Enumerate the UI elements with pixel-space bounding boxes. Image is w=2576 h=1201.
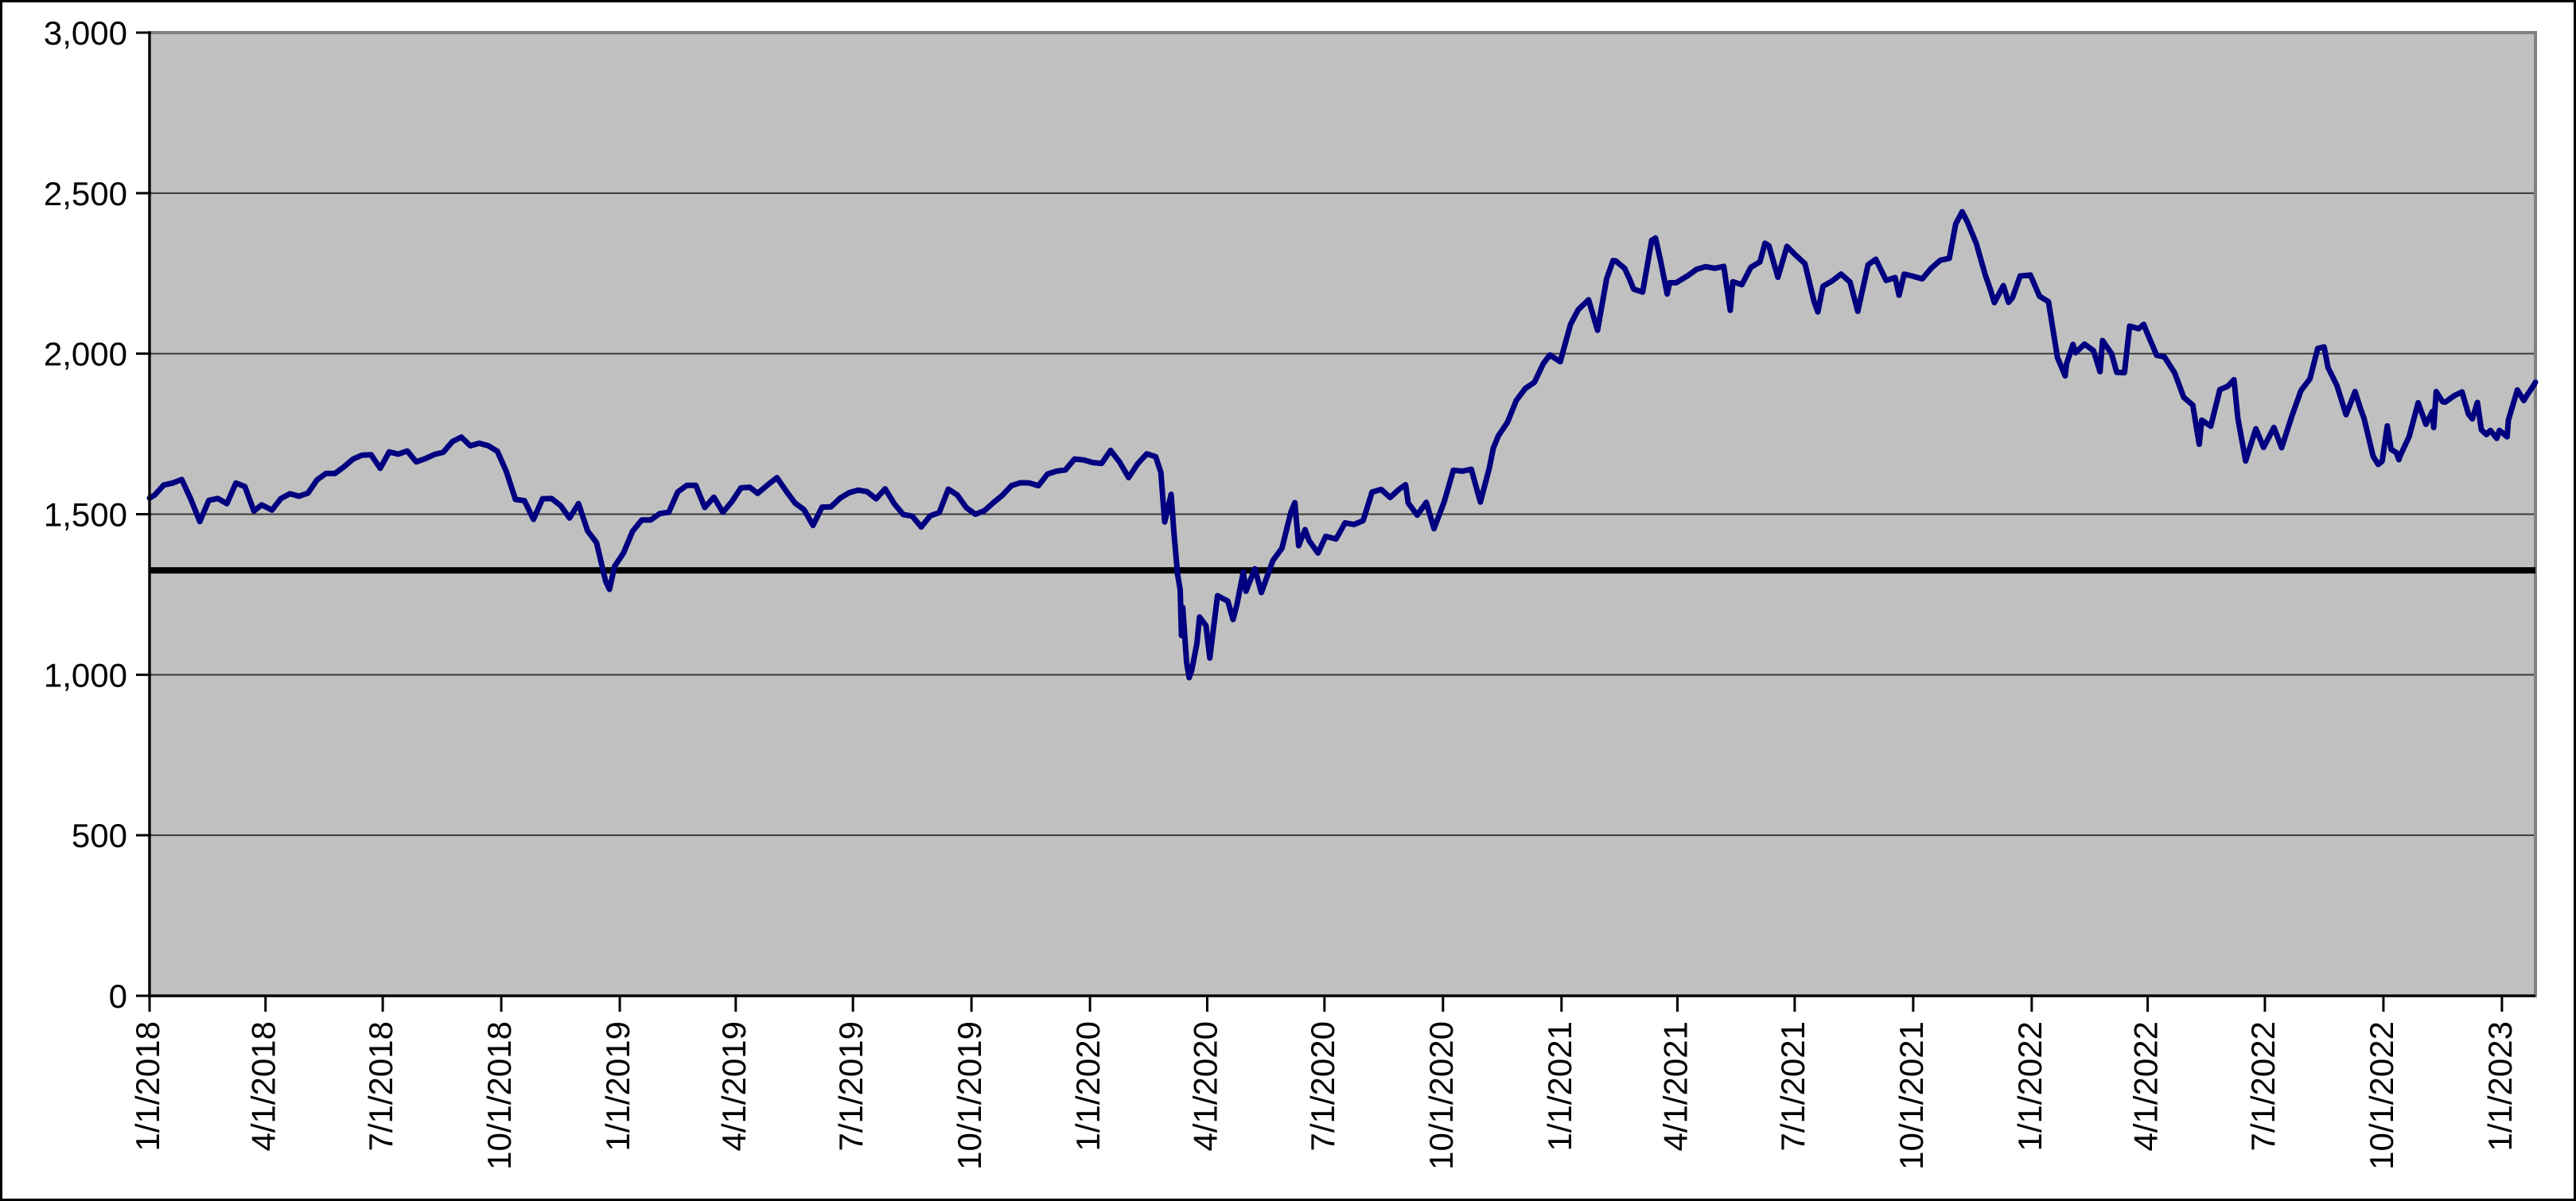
y-tick-label: 2,000 bbox=[44, 336, 127, 373]
x-tick-label: 7/1/2019 bbox=[832, 1021, 870, 1152]
y-tick-label: 0 bbox=[109, 978, 127, 1015]
x-tick-label: 10/1/2019 bbox=[951, 1021, 988, 1170]
x-tick-label: 10/1/2022 bbox=[2363, 1021, 2400, 1170]
y-tick-label: 500 bbox=[72, 817, 127, 854]
x-tick-label: 1/1/2022 bbox=[2011, 1021, 2049, 1152]
y-tick-label: 2,500 bbox=[44, 175, 127, 212]
x-tick-label: 7/1/2021 bbox=[1774, 1021, 1811, 1152]
x-tick-label: 1/1/2018 bbox=[129, 1021, 166, 1152]
x-tick-label: 4/1/2020 bbox=[1186, 1021, 1224, 1152]
x-tick-label: 10/1/2020 bbox=[1422, 1021, 1460, 1170]
y-tick-label: 1,500 bbox=[44, 496, 127, 534]
x-tick-label: 1/1/2020 bbox=[1069, 1021, 1107, 1152]
x-tick-label: 7/1/2018 bbox=[362, 1021, 399, 1152]
x-tick-label: 10/1/2021 bbox=[1893, 1021, 1930, 1170]
x-tick-label: 4/1/2018 bbox=[245, 1021, 282, 1152]
y-tick-label: 3,000 bbox=[44, 14, 127, 52]
x-tick-label: 4/1/2021 bbox=[1657, 1021, 1695, 1152]
x-tick-label: 7/1/2022 bbox=[2244, 1021, 2282, 1152]
x-tick-label: 4/1/2019 bbox=[715, 1021, 753, 1152]
x-tick-label: 7/1/2020 bbox=[1304, 1021, 1341, 1152]
x-tick-label: 1/1/2023 bbox=[2481, 1021, 2519, 1152]
x-tick-label: 1/1/2019 bbox=[599, 1021, 636, 1152]
x-tick-label: 4/1/2022 bbox=[2127, 1021, 2165, 1152]
x-tick-label: 1/1/2021 bbox=[1541, 1021, 1578, 1152]
y-tick-label: 1,000 bbox=[44, 656, 127, 694]
x-tick-label: 10/1/2018 bbox=[481, 1021, 518, 1170]
series-line bbox=[146, 208, 2539, 681]
